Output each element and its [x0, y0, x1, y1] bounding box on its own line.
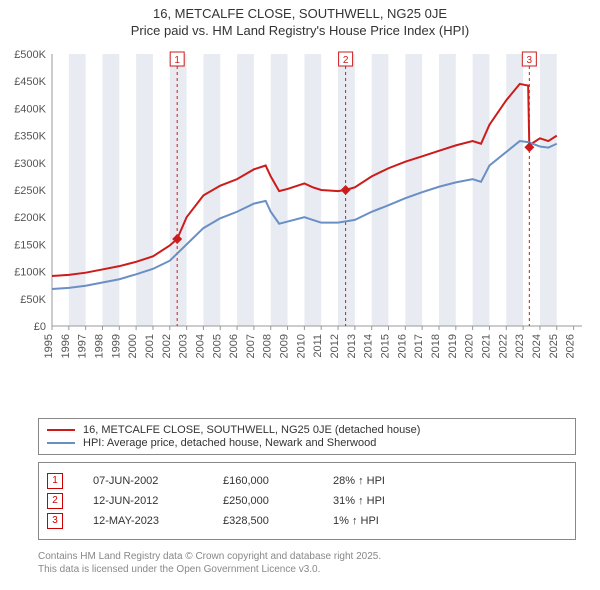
svg-text:2012: 2012 — [329, 334, 341, 358]
svg-text:2004: 2004 — [194, 334, 206, 358]
svg-text:£150K: £150K — [14, 239, 46, 251]
svg-text:£0: £0 — [34, 321, 46, 333]
events-table: 1 07-JUN-2002 £160,000 28% ↑ HPI 2 12-JU… — [38, 462, 576, 540]
event-date: 12-JUN-2012 — [93, 495, 223, 507]
svg-text:1998: 1998 — [93, 334, 105, 358]
title-line-2: Price paid vs. HM Land Registry's House … — [0, 23, 600, 40]
svg-text:2014: 2014 — [363, 334, 375, 358]
event-row: 1 07-JUN-2002 £160,000 28% ↑ HPI — [47, 473, 567, 489]
legend-swatch — [47, 442, 75, 444]
svg-text:2008: 2008 — [262, 334, 274, 358]
svg-text:3: 3 — [527, 55, 533, 66]
svg-text:£350K: £350K — [14, 131, 46, 143]
svg-text:2000: 2000 — [127, 334, 139, 358]
legend-row: HPI: Average price, detached house, Newa… — [47, 437, 567, 449]
event-marker: 3 — [47, 513, 63, 529]
svg-text:1995: 1995 — [43, 334, 55, 358]
svg-text:£400K: £400K — [14, 103, 46, 115]
event-pct: 31% ↑ HPI — [333, 495, 443, 507]
event-date: 12-MAY-2023 — [93, 515, 223, 527]
event-marker: 1 — [47, 473, 63, 489]
svg-text:2026: 2026 — [565, 334, 577, 358]
svg-text:2017: 2017 — [413, 334, 425, 358]
attribution-line: This data is licensed under the Open Gov… — [38, 563, 558, 576]
svg-text:2002: 2002 — [161, 334, 173, 358]
svg-text:£450K: £450K — [14, 76, 46, 88]
svg-text:2010: 2010 — [295, 334, 307, 358]
svg-text:2023: 2023 — [514, 334, 526, 358]
svg-text:£250K: £250K — [14, 185, 46, 197]
svg-text:£200K: £200K — [14, 212, 46, 224]
svg-text:2: 2 — [343, 55, 349, 66]
svg-text:2013: 2013 — [346, 334, 358, 358]
svg-text:£500K: £500K — [14, 49, 46, 61]
svg-text:2015: 2015 — [380, 334, 392, 358]
svg-text:1999: 1999 — [110, 334, 122, 358]
attribution-line: Contains HM Land Registry data © Crown c… — [38, 550, 558, 563]
svg-text:2020: 2020 — [464, 334, 476, 358]
svg-text:2019: 2019 — [447, 334, 459, 358]
legend: 16, METCALFE CLOSE, SOUTHWELL, NG25 0JE … — [38, 418, 576, 455]
svg-text:2006: 2006 — [228, 334, 240, 358]
svg-text:1: 1 — [174, 55, 180, 66]
legend-row: 16, METCALFE CLOSE, SOUTHWELL, NG25 0JE … — [47, 424, 567, 436]
chart-svg: £0 £50K £100K £150K £200K £250K £300K £350K £400… — [8, 48, 592, 378]
chart-container: 16, METCALFE CLOSE, SOUTHWELL, NG25 0JE … — [0, 0, 600, 590]
title-line-1: 16, METCALFE CLOSE, SOUTHWELL, NG25 0JE — [0, 6, 600, 23]
event-price: £160,000 — [223, 475, 333, 487]
chart-plot: £0 £50K £100K £150K £200K £250K £300K £350K £400… — [8, 48, 592, 378]
svg-text:£300K: £300K — [14, 158, 46, 170]
svg-text:2018: 2018 — [430, 334, 442, 358]
svg-text:2025: 2025 — [548, 334, 560, 358]
svg-text:2009: 2009 — [279, 334, 291, 358]
event-pct: 1% ↑ HPI — [333, 515, 443, 527]
event-price: £328,500 — [223, 515, 333, 527]
event-date: 07-JUN-2002 — [93, 475, 223, 487]
svg-text:2007: 2007 — [245, 334, 257, 358]
svg-text:2003: 2003 — [178, 334, 190, 358]
svg-text:2016: 2016 — [396, 334, 408, 358]
chart-title: 16, METCALFE CLOSE, SOUTHWELL, NG25 0JE … — [0, 0, 600, 40]
event-pct: 28% ↑ HPI — [333, 475, 443, 487]
legend-swatch — [47, 429, 75, 431]
svg-text:2024: 2024 — [531, 334, 543, 358]
svg-text:£100K: £100K — [14, 267, 46, 279]
legend-label: 16, METCALFE CLOSE, SOUTHWELL, NG25 0JE … — [83, 424, 420, 436]
svg-text:1996: 1996 — [60, 334, 72, 358]
legend-label: HPI: Average price, detached house, Newa… — [83, 437, 376, 449]
event-row: 3 12-MAY-2023 £328,500 1% ↑ HPI — [47, 513, 567, 529]
attribution: Contains HM Land Registry data © Crown c… — [38, 550, 558, 576]
svg-text:2022: 2022 — [497, 334, 509, 358]
event-marker: 2 — [47, 493, 63, 509]
svg-text:2021: 2021 — [480, 334, 492, 358]
svg-text:2011: 2011 — [312, 334, 324, 358]
svg-text:1997: 1997 — [77, 334, 89, 358]
event-price: £250,000 — [223, 495, 333, 507]
event-row: 2 12-JUN-2012 £250,000 31% ↑ HPI — [47, 493, 567, 509]
svg-text:2005: 2005 — [211, 334, 223, 358]
svg-text:£50K: £50K — [20, 294, 46, 306]
svg-text:2001: 2001 — [144, 334, 156, 358]
